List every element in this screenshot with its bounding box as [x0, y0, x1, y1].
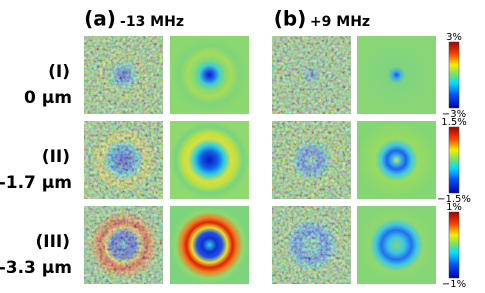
row-label: (I) — [48, 62, 70, 82]
colorbar — [448, 126, 460, 194]
colorbar — [448, 211, 460, 279]
colorbar-max: 3% — [446, 32, 462, 43]
simulated-map — [170, 206, 249, 284]
map-noise — [84, 36, 163, 114]
simulated-map — [170, 36, 249, 114]
simulated-map — [170, 121, 249, 199]
colorbar-min: −1% — [442, 279, 466, 290]
map-noise — [272, 206, 351, 284]
column-detuning: +9 MHz — [310, 14, 370, 30]
row-depth: 0 μm — [24, 88, 72, 108]
simulated-map — [357, 121, 436, 199]
colorbar-min: −1.5% — [437, 194, 471, 205]
simulated-map — [357, 36, 436, 114]
row-label: (III) — [35, 232, 70, 252]
map-noise — [272, 121, 351, 199]
map-noise — [84, 206, 163, 284]
column-label: (b) — [274, 7, 307, 31]
colorbar-min: −3% — [442, 109, 466, 120]
colorbar-max: 1% — [446, 202, 462, 213]
column-label: (a) — [84, 7, 116, 31]
row-depth: -3.3 μm — [0, 258, 72, 278]
map-noise — [84, 121, 163, 199]
map-noise — [272, 36, 351, 114]
colorbar — [448, 41, 460, 109]
colorbar-max: 1.5% — [441, 117, 466, 128]
row-label: (II) — [42, 147, 70, 167]
simulated-map — [357, 206, 436, 284]
row-depth: -1.7 μm — [0, 173, 72, 193]
column-detuning: -13 MHz — [120, 14, 184, 30]
